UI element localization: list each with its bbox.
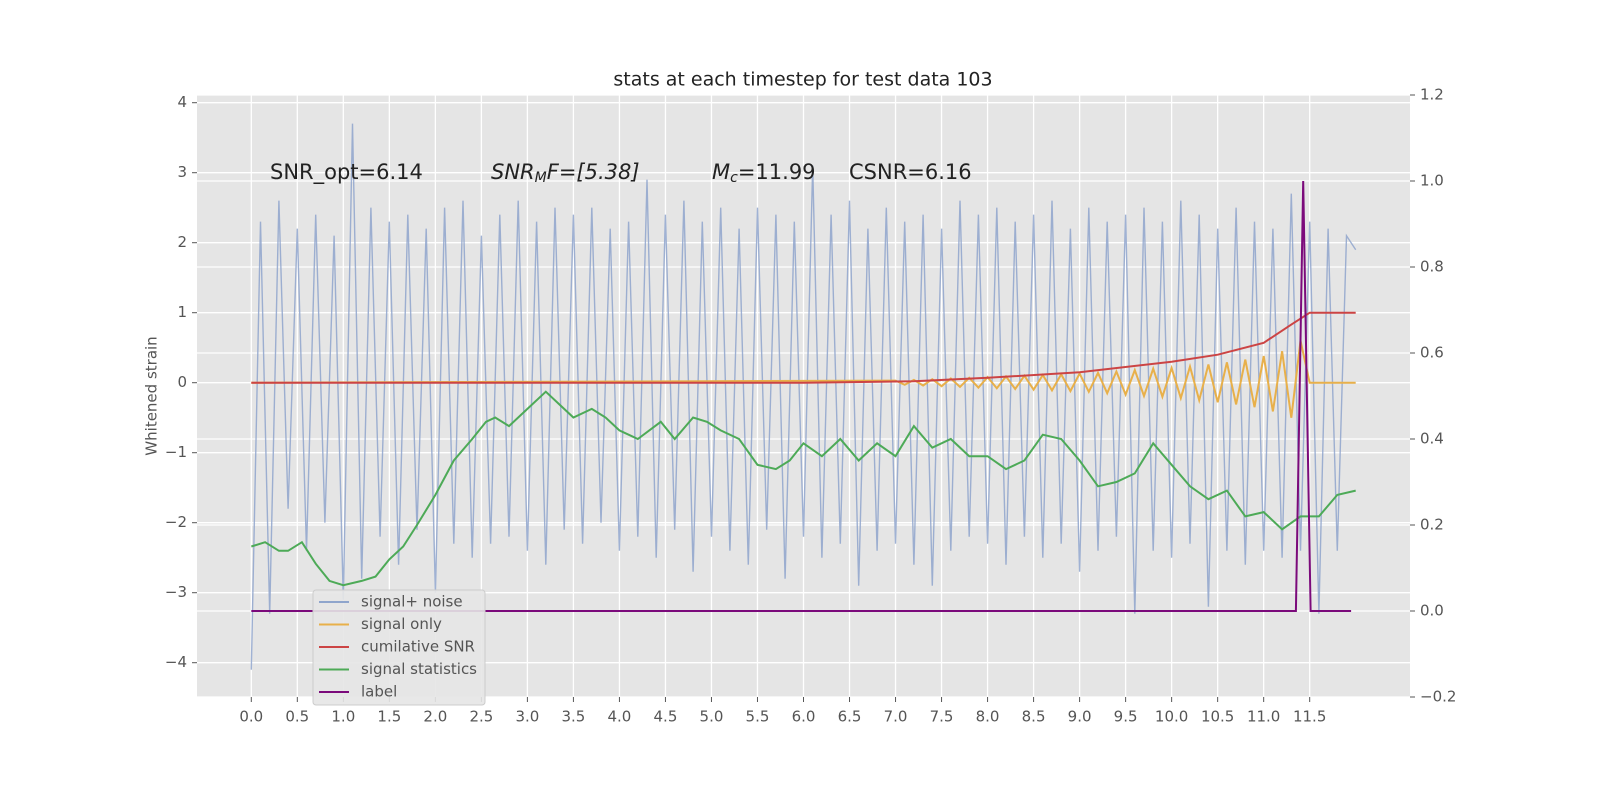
annotation-part: SNR_opt=6.14 [270,160,423,185]
x-tick-label: 3.5 [561,708,585,726]
series-line [251,390,1356,587]
x-tick-label: 10.0 [1155,708,1188,726]
annotation-part: F=[5.38] [547,160,640,184]
y2-tick-label: 0.2 [1420,516,1444,534]
series-line [251,340,1356,418]
legend-label: signal only [361,615,442,633]
x-tick-label: 1.5 [377,708,401,726]
legend-label: cumilative SNR [361,638,475,656]
legend-label: signal statistics [361,660,477,678]
series-line [251,311,1356,384]
annotation: SNRMF=[5.38] [491,160,640,186]
x-tick-label: 7.0 [884,708,908,726]
legend-label: label [361,683,397,701]
annotation-part: =11.99 [738,160,816,184]
x-tick-label: 8.5 [1022,708,1046,726]
x-tick-label: 8.0 [976,708,1000,726]
chart-title: stats at each timestep for test data 103 [613,69,992,91]
y2-tick-label: 0.6 [1420,344,1444,362]
y-tick-label: −2 [165,513,187,531]
y-tick-label: 4 [177,93,187,111]
x-tick-label: 9.0 [1068,708,1092,726]
x-tick-label: 2.5 [469,708,493,726]
y2-tick-label: 0.4 [1420,430,1444,448]
y-tick-label: 1 [177,303,187,321]
x-tick-label: 0.0 [239,708,263,726]
y-axis-label: Whitened strain [143,336,161,455]
y2-tick-label: −0.2 [1420,688,1456,706]
x-tick-label: 9.5 [1114,708,1138,726]
annotation: Mc=11.99 [712,160,816,186]
annotation-part: c [730,170,738,186]
annotation-part: CSNR=6.16 [849,160,972,184]
x-tick-label: 4.0 [608,708,632,726]
x-tick-label: 5.5 [746,708,770,726]
x-tick-label: 0.5 [285,708,309,726]
x-tick-label: 10.5 [1201,708,1234,726]
y-tick-label: −3 [165,583,187,601]
x-tick-label: 4.5 [654,708,678,726]
x-tick-label: 11.5 [1293,708,1326,726]
x-tick-label: 3.0 [515,708,539,726]
x-tick-label: 1.0 [331,708,355,726]
y2-tick-label: 1.0 [1420,172,1444,190]
y-tick-label: 2 [177,233,187,251]
x-tick-label: 5.0 [700,708,724,726]
y-tick-label: 0 [177,373,187,391]
y2-tick-label: 0.8 [1420,258,1444,276]
series-line [251,180,1352,612]
annotation-part: SNR [491,160,535,184]
x-tick-label: 2.0 [423,708,447,726]
legend-box [312,589,486,706]
x-tick-label: 6.5 [838,708,862,726]
x-tick-label: 6.0 [792,708,816,726]
y-tick-label: 3 [177,163,187,181]
x-tick-label: 11.0 [1247,708,1280,726]
annotation: CSNR=6.16 [849,160,972,184]
legend-label: signal+ noise [361,593,463,611]
annotation: SNR_opt=6.14 [270,160,423,185]
annotation-part: M [712,160,730,184]
y-tick-label: −4 [165,653,187,671]
annotation-part: M [535,170,547,186]
x-tick-label: 7.5 [930,708,954,726]
y2-tick-label: 0.0 [1420,602,1444,620]
y2-tick-label: 1.2 [1420,86,1444,104]
y-tick-label: −1 [165,443,187,461]
